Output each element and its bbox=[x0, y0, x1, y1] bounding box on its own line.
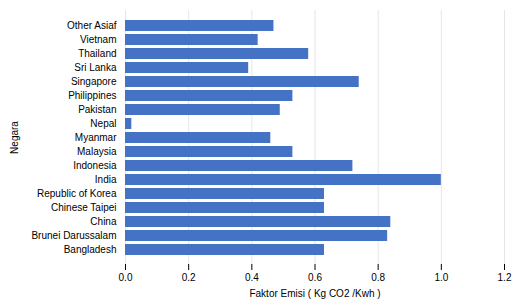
svg-text:Thailand: Thailand bbox=[78, 48, 116, 59]
svg-text:Brunei Darussalam: Brunei Darussalam bbox=[31, 230, 116, 241]
svg-text:Other Asiaf: Other Asiaf bbox=[67, 20, 117, 31]
svg-text:Singapore: Singapore bbox=[71, 76, 117, 87]
svg-text:Malaysia: Malaysia bbox=[77, 146, 117, 157]
svg-text:Republic of Korea: Republic of Korea bbox=[37, 188, 117, 199]
svg-text:0.6: 0.6 bbox=[308, 272, 322, 283]
svg-text:0.8: 0.8 bbox=[371, 272, 385, 283]
svg-text:Nepal: Nepal bbox=[90, 118, 116, 129]
svg-text:Philippines: Philippines bbox=[68, 90, 116, 101]
svg-text:Indonesia: Indonesia bbox=[73, 160, 117, 171]
svg-text:0.2: 0.2 bbox=[182, 272, 196, 283]
svg-text:Vietnam: Vietnam bbox=[80, 34, 117, 45]
svg-text:Sri Lanka: Sri Lanka bbox=[74, 62, 117, 73]
svg-text:Faktor Emisi ( Kg CO2 /Kwh ): Faktor Emisi ( Kg CO2 /Kwh ) bbox=[249, 288, 380, 299]
svg-text:Pakistan: Pakistan bbox=[78, 104, 116, 115]
svg-text:Negara: Negara bbox=[9, 121, 20, 154]
svg-text:0.0: 0.0 bbox=[119, 272, 133, 283]
svg-text:Myanmar: Myanmar bbox=[75, 132, 117, 143]
svg-text:1.2: 1.2 bbox=[498, 272, 512, 283]
svg-text:India: India bbox=[95, 174, 117, 185]
svg-text:China: China bbox=[90, 216, 117, 227]
svg-text:Bangladesh: Bangladesh bbox=[64, 244, 117, 255]
svg-text:0.4: 0.4 bbox=[245, 272, 259, 283]
svg-text:Chinese Taipei: Chinese Taipei bbox=[51, 202, 116, 213]
svg-text:1.0: 1.0 bbox=[434, 272, 448, 283]
